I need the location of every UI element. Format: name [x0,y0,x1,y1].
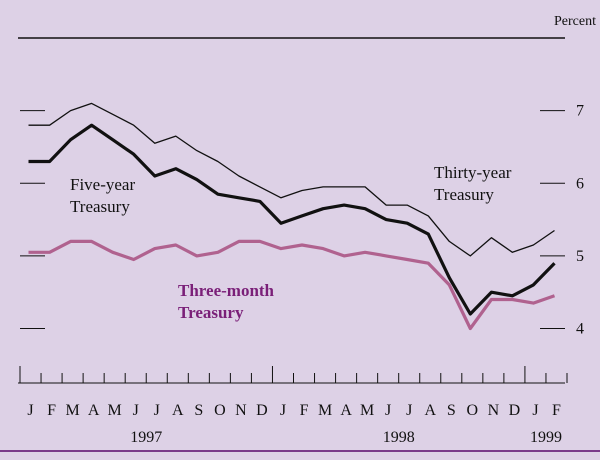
y-tick-label: 5 [576,248,584,265]
x-tick-label: M [65,402,79,419]
x-tick-label: J [385,402,391,419]
series-annotation: Treasury [434,185,494,204]
series-line [28,102,555,257]
y-tick-label: 4 [576,321,584,338]
x-tick-label: J [133,402,139,419]
x-tick-label: M [360,402,374,419]
x-tick-label: D [256,402,268,419]
x-tick-label: M [318,402,332,419]
x-tick-label: F [300,402,309,419]
x-tick-label: S [194,402,203,419]
series-line [28,239,556,331]
x-tick-label: F [47,402,56,419]
series-line [28,123,556,316]
x-tick-label: M [108,402,122,419]
x-tick-label: A [340,402,352,419]
year-label: 1999 [530,429,562,446]
unit-label: Percent [554,14,596,29]
series-annotation: Treasury [178,303,244,322]
series-annotation: Five-year [70,175,135,194]
y-tick-label: 6 [576,175,584,192]
x-tick-label: D [509,402,521,419]
x-tick-label: J [154,402,160,419]
series-annotation: Three-month [178,281,275,300]
series-annotation: Treasury [70,197,130,216]
x-tick-label: F [552,402,561,419]
series-annotation: Thirty-year [434,163,512,182]
x-tick-label: J [280,402,286,419]
x-tick-label: A [172,402,184,419]
x-tick-label: J [532,402,538,419]
year-label: 1998 [383,429,415,446]
x-tick-label: O [467,402,479,419]
x-tick-label: S [447,402,456,419]
x-tick-label: A [424,402,436,419]
x-tick-label: O [214,402,226,419]
year-label: 1997 [130,429,162,446]
x-tick-label: N [235,402,247,419]
y-tick-label: 7 [576,103,584,120]
x-tick-label: J [406,402,412,419]
x-tick-label: N [488,402,500,419]
x-tick-label: J [27,402,33,419]
x-tick-label: A [88,402,100,419]
